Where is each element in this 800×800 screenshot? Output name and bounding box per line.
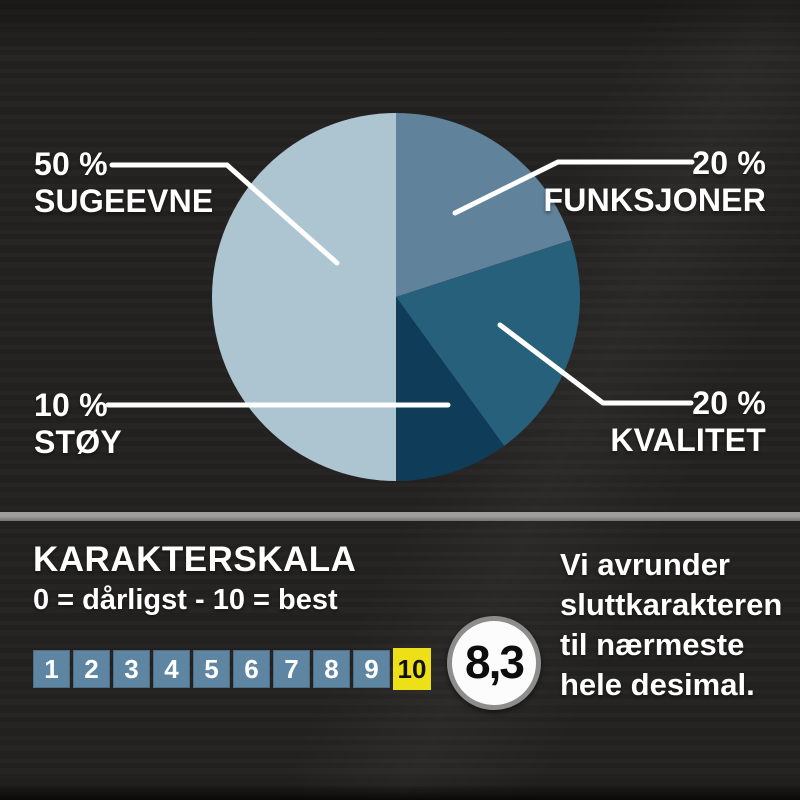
rounding-note-line: til nærmeste bbox=[560, 627, 745, 662]
leader-line-kvalitet bbox=[497, 322, 694, 406]
pie-label-kvalitet: 20 % KVALITET bbox=[610, 385, 766, 459]
scale-tick-3: 3 bbox=[113, 650, 150, 688]
scale-tick-4: 4 bbox=[153, 650, 190, 688]
grade-scale-subheading: 0 = dårligst - 10 = best bbox=[33, 584, 338, 616]
scale-tick-10: 10 bbox=[393, 648, 431, 690]
pie-label-funksjoner-name: FUNKSJONER bbox=[543, 182, 766, 218]
pie-chart bbox=[105, 113, 695, 481]
grade-scale-heading: KARAKTERSKALA bbox=[33, 540, 357, 579]
leader-lines bbox=[105, 159, 695, 408]
rounding-note: Vi avrunder sluttkarakteren til nærmeste… bbox=[560, 545, 782, 705]
score-value: 8,3 bbox=[465, 636, 525, 688]
scale-tick-8: 8 bbox=[313, 650, 350, 688]
pie-label-sugeevne-name: SUGEEVNE bbox=[34, 183, 214, 219]
pie-slices bbox=[212, 113, 580, 481]
pie-slice-sty bbox=[396, 297, 505, 481]
leader-line-funksjoner bbox=[452, 159, 695, 216]
pie-slice-sugeevne bbox=[212, 113, 396, 481]
rounding-note-line: sluttkarakteren bbox=[560, 587, 783, 622]
section-divider bbox=[0, 512, 800, 521]
rounding-note-line: Vi avrunder bbox=[560, 547, 731, 582]
scale-tick-6: 6 bbox=[233, 650, 270, 688]
rounding-note-line: hele desimal. bbox=[560, 667, 755, 702]
scale-tick-5: 5 bbox=[193, 650, 230, 688]
pie-slice-funksjoner bbox=[396, 113, 571, 297]
scale-tick-1: 1 bbox=[33, 650, 70, 688]
scale-tick-2: 2 bbox=[73, 650, 110, 688]
scale-tick-9: 9 bbox=[353, 650, 390, 688]
pie-label-stoy: 10 % STØY bbox=[34, 387, 122, 461]
grade-scale-row: 1 2 3 4 5 6 7 8 9 10 bbox=[33, 648, 434, 690]
pie-slice-kvalitet bbox=[396, 240, 580, 446]
score-badge: 8,3 bbox=[447, 616, 541, 710]
pie-label-funksjoner: 20 % FUNKSJONER bbox=[544, 145, 766, 219]
leader-line-sugeevne bbox=[109, 162, 340, 266]
pie-label-stoy-name: STØY bbox=[34, 424, 122, 460]
pie-label-kvalitet-pct: 20 % bbox=[692, 385, 766, 421]
pie-label-kvalitet-name: KVALITET bbox=[610, 422, 766, 458]
pie-label-stoy-pct: 10 % bbox=[34, 387, 108, 423]
pie-label-funksjoner-pct: 20 % bbox=[692, 145, 766, 181]
pie-label-sugeevne: 50 % SUGEEVNE bbox=[34, 146, 213, 220]
scale-tick-7: 7 bbox=[273, 650, 310, 688]
pie-label-sugeevne-pct: 50 % bbox=[34, 146, 108, 182]
